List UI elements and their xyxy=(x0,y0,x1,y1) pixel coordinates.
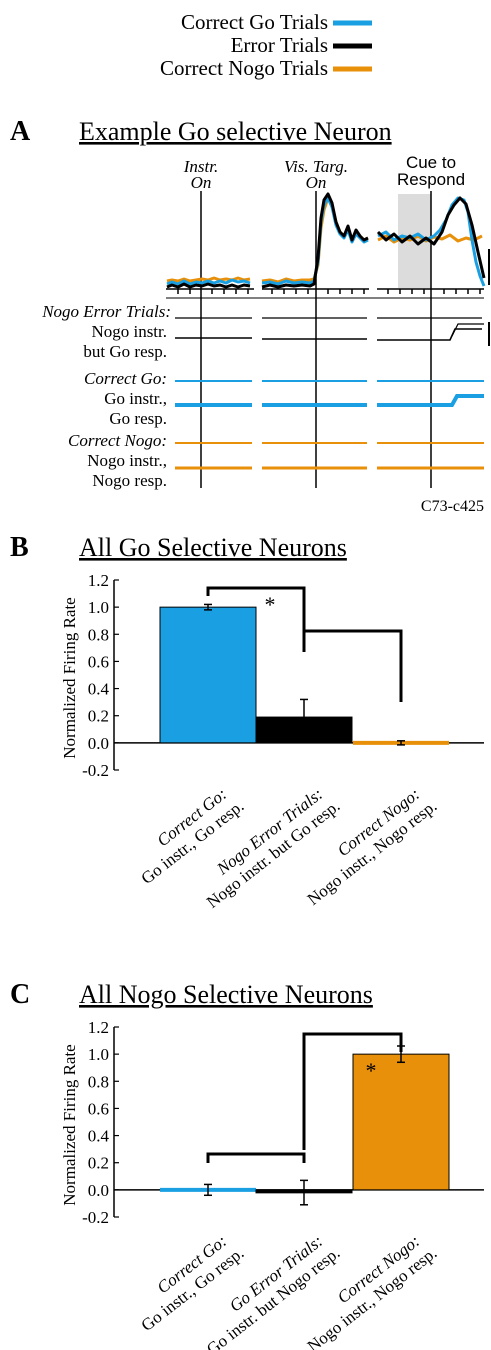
y-tick-label: 0.4 xyxy=(88,1127,110,1146)
legend-label-error: Error Trials xyxy=(231,33,328,57)
significance-star: * xyxy=(366,1058,377,1083)
raster-row-correct-nogo-line2: Nogo instr., xyxy=(87,451,167,470)
psth-error-trace-2 xyxy=(261,192,369,289)
panel-b-chart: 1.21.00.80.60.40.20.0-0.2*Correct Go:Go … xyxy=(82,571,484,912)
psth-ticks-3 xyxy=(387,289,481,294)
raster-row-nogo-error-line2: Nogo instr. xyxy=(91,322,167,341)
legend: Correct Go Trials Error Trials Correct N… xyxy=(160,10,372,80)
raster-error-row-extra xyxy=(451,323,484,337)
panel-c-chart: 1.2 1.0 0.8 0.6 0.4 0.2 0.0 -0.2 * Correct Go:Go … xyxy=(82,1018,484,1350)
significance-star: * xyxy=(265,592,276,617)
raster-row-correct-nogo-title: Correct Nogo: xyxy=(68,431,167,450)
raster-row-correct-nogo-line3: Nogo resp. xyxy=(92,471,167,490)
psth-error-trace-3 xyxy=(376,196,486,279)
y-tick-label: 0.2 xyxy=(88,1154,109,1173)
panel-c-letter: C xyxy=(10,979,30,1010)
raster-row-correct-go-line2: Go instr., xyxy=(104,389,167,408)
panel-b: B All Go Selective Neurons Normalized Fi… xyxy=(10,532,484,912)
panel-b-letter: B xyxy=(10,532,29,563)
y-tick-label: 0.8 xyxy=(88,625,109,644)
neuron-id: C73-c425 xyxy=(421,498,484,515)
psth-traces xyxy=(166,192,486,289)
raster-lines xyxy=(175,317,490,470)
event-vis-targ-label: Vis. Targ. xyxy=(284,157,348,176)
panel-b-title: All Go Selective Neurons xyxy=(79,533,347,562)
raster-row-nogo-error-line3: but Go resp. xyxy=(83,342,167,361)
event-vis-targ-on-label: On xyxy=(306,173,327,192)
comparison-bracket-2 xyxy=(302,629,403,702)
comparison-bracket-2 xyxy=(302,1032,403,1150)
bar-1 xyxy=(159,606,257,744)
raster-row-correct-go-title: Correct Go: xyxy=(84,369,167,388)
y-tick-label: 0.4 xyxy=(88,680,110,699)
panel-c-ylabel: Normalized Firing Rate xyxy=(60,1044,79,1205)
category-label-1: Correct Go:Go instr., Go resp. xyxy=(125,1227,247,1334)
y-tick-label: 0.0 xyxy=(88,734,109,753)
event-cue-label: Cue to xyxy=(406,153,456,172)
y-tick-label: 0.8 xyxy=(88,1072,109,1091)
y-tick-label: 0.6 xyxy=(88,1099,109,1118)
psth-go-trace-1 xyxy=(166,278,251,286)
bar-3 xyxy=(352,1053,450,1191)
panel-b-ylabel: Normalized Firing Rate xyxy=(60,597,79,758)
legend-label-correct-nogo: Correct Nogo Trials xyxy=(160,56,328,80)
event-cue-respond-label: Respond xyxy=(397,170,465,189)
raster-go-row-bottom xyxy=(175,394,484,407)
y-tick-label: -0.2 xyxy=(82,1208,109,1227)
y-tick-label: 1.2 xyxy=(88,571,109,590)
event-instr-label: Instr. xyxy=(183,157,218,176)
y-tick-label: 0.6 xyxy=(88,652,109,671)
legend-label-correct-go: Correct Go Trials xyxy=(181,10,328,34)
panel-a-letter: A xyxy=(10,116,31,147)
psth-axes xyxy=(166,249,490,294)
psth-ticks-2 xyxy=(271,289,365,294)
psth-ticks-1 xyxy=(177,289,249,294)
y-tick-label: 0.2 xyxy=(88,707,109,726)
y-tick-label: -0.2 xyxy=(82,761,109,780)
raster-error-row-bottom xyxy=(175,328,482,341)
psth-error-trace-1 xyxy=(166,282,251,289)
panel-c-title: All Nogo Selective Neurons xyxy=(79,980,373,1009)
event-instr-on-label: On xyxy=(191,173,212,192)
panel-a: A Example Go selective Neuron Instr. On … xyxy=(10,116,490,515)
raster-row-nogo-error-title: Nogo Error Trials: xyxy=(41,302,171,321)
comparison-bracket-1 xyxy=(206,586,306,652)
y-tick-label: 1.0 xyxy=(88,598,109,617)
panel-c: C All Nogo Selective Neurons Normalized … xyxy=(10,979,484,1350)
y-tick-label: 1.0 xyxy=(88,1045,109,1064)
raster-row-correct-go-line3: Go resp. xyxy=(109,409,167,428)
comparison-bracket-1 xyxy=(206,1152,306,1163)
y-tick-label: 1.2 xyxy=(88,1018,109,1037)
y-tick-label: 0.0 xyxy=(88,1181,109,1200)
panel-a-title: Example Go selective Neuron xyxy=(79,117,392,146)
